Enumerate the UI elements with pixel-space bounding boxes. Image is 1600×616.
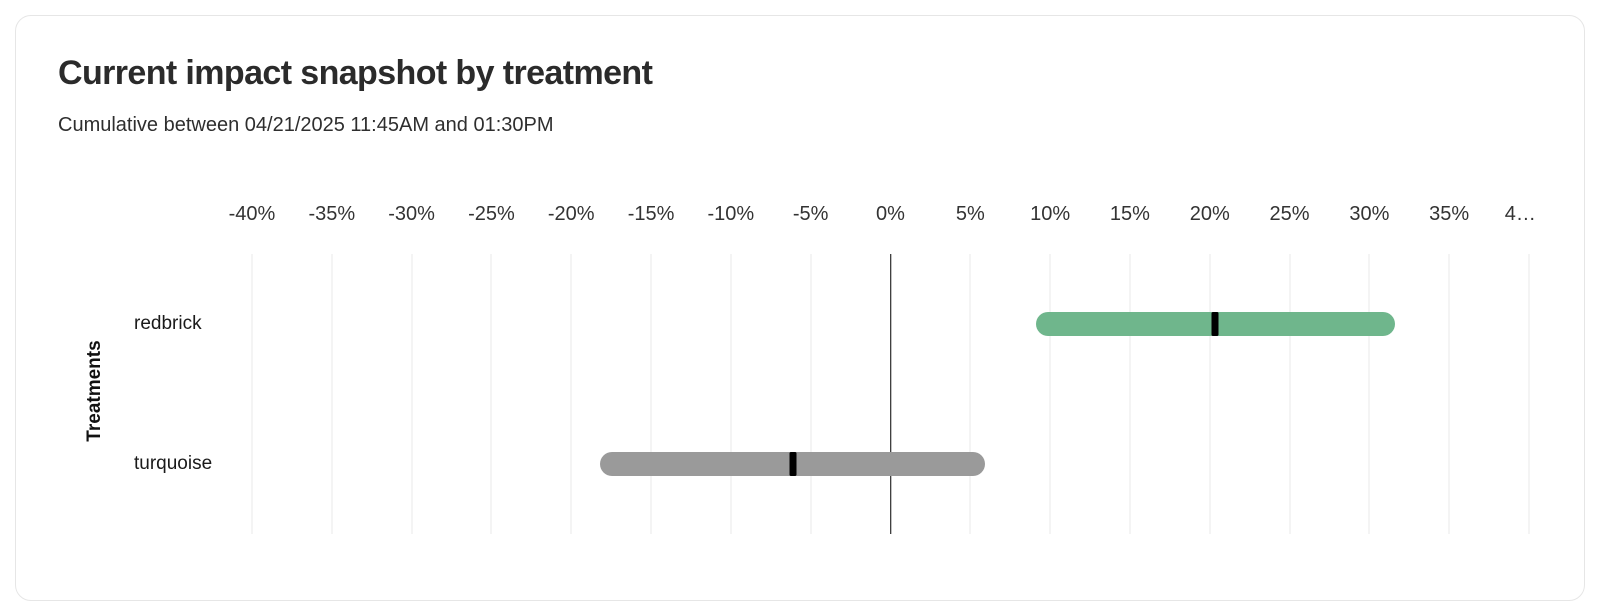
gridline <box>1368 254 1370 534</box>
x-tick-label: 0% <box>876 203 905 225</box>
x-tick-label: 5% <box>955 203 985 225</box>
y-category-labels: redbrick turquoise <box>134 254 246 534</box>
gridline <box>251 254 253 534</box>
gridline <box>1209 254 1211 534</box>
gridline <box>1289 254 1291 534</box>
x-tick-label: 10% <box>1030 203 1071 225</box>
x-tick-label: 30% <box>1349 203 1390 225</box>
impact-snapshot-card: Current impact snapshot by treatment Cum… <box>15 15 1585 601</box>
gridline <box>331 254 333 534</box>
gridline <box>650 254 652 534</box>
x-tick-label: -25% <box>468 203 515 225</box>
gridline <box>969 254 971 534</box>
y-axis-title: Treatments <box>84 340 105 442</box>
x-tick-label: -10% <box>707 203 755 225</box>
gridline <box>570 254 572 534</box>
gridline <box>490 254 492 534</box>
x-tick-label: -5% <box>792 203 829 225</box>
x-tick-label: 15% <box>1109 203 1150 225</box>
point-estimate-tick-turquoise <box>789 452 797 476</box>
x-axis-labels: -40% -35% -30% -25% -20% -15% -10% -5% 0% 5% 10% 15… <box>229 201 1536 227</box>
x-tick-label: -40% <box>228 203 276 225</box>
category-label-turquoise: turquoise <box>134 453 213 474</box>
x-tick-label: -20% <box>547 203 595 225</box>
gridline <box>411 254 413 534</box>
x-tick-label: -30% <box>388 203 435 225</box>
gridline <box>1129 254 1131 534</box>
gridline <box>1528 254 1530 534</box>
gridline <box>1448 254 1450 534</box>
gridline <box>810 254 812 534</box>
plot-area <box>251 254 1530 534</box>
x-tick-label: 25% <box>1269 203 1310 225</box>
gridline <box>730 254 732 534</box>
x-tick-label: -35% <box>308 203 356 225</box>
category-label-redbrick: redbrick <box>134 313 202 334</box>
date-range-subtitle: Cumulative between 04/21/2025 11:45AM an… <box>58 114 554 136</box>
x-tick-label: 4… <box>1504 203 1536 225</box>
gridline <box>1049 254 1051 534</box>
point-estimate-tick-redbrick <box>1211 312 1219 336</box>
x-tick-label: -15% <box>627 203 675 225</box>
page-title: Current impact snapshot by treatment <box>58 54 653 92</box>
x-tick-label: 20% <box>1189 203 1230 225</box>
zero-gridline <box>889 254 892 534</box>
x-tick-label: 35% <box>1429 203 1470 225</box>
